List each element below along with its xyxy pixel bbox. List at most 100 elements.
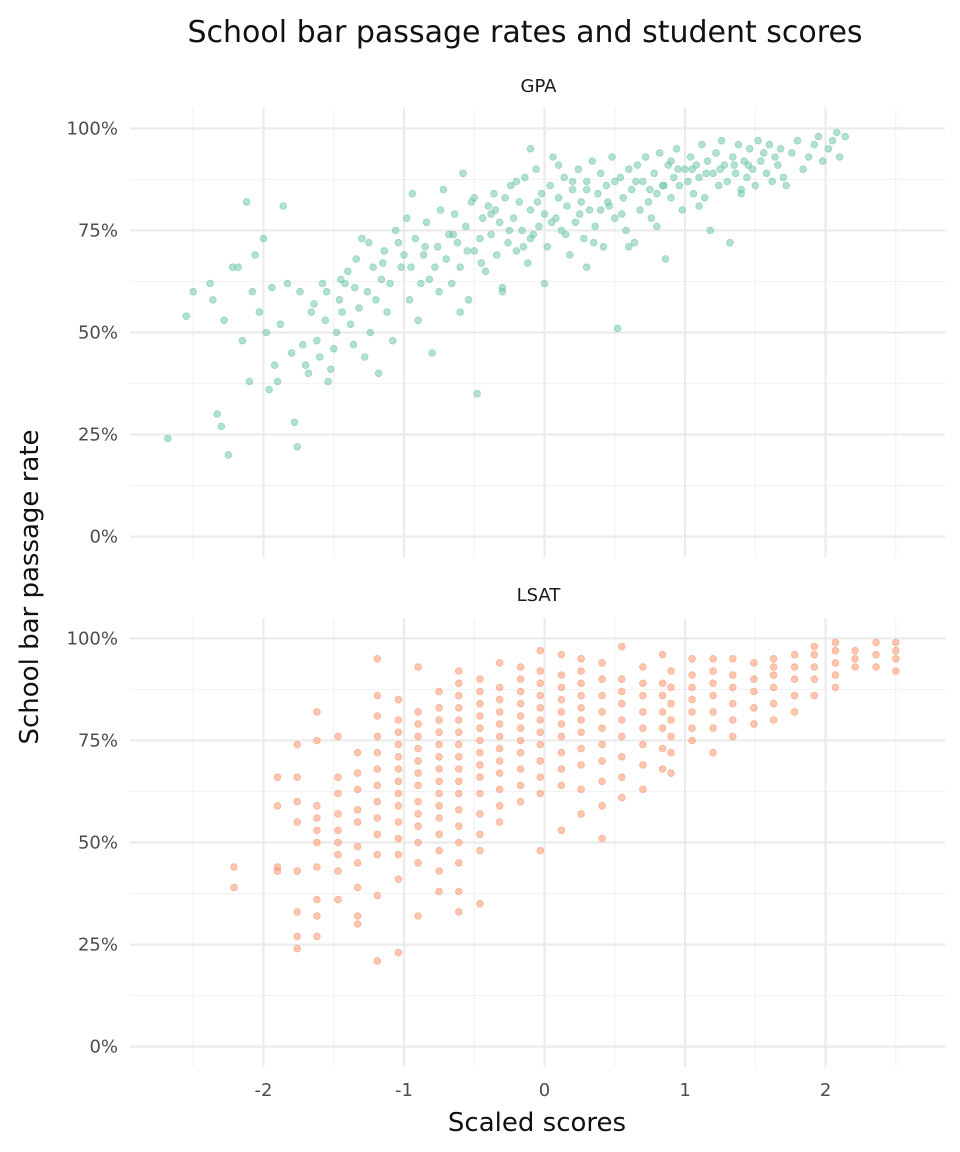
data-point xyxy=(872,663,880,671)
data-point xyxy=(769,699,778,708)
data-point xyxy=(571,218,580,227)
data-point xyxy=(787,149,796,157)
data-point xyxy=(688,724,696,732)
data-point xyxy=(335,295,344,304)
data-point xyxy=(476,846,484,855)
data-point xyxy=(650,169,658,178)
panel-gpa: GPA 0% 25% 50% 75% 100% xyxy=(67,76,945,557)
data-point xyxy=(750,703,758,712)
data-point xyxy=(394,777,403,786)
data-point xyxy=(582,185,591,194)
data-point xyxy=(709,748,717,757)
data-point xyxy=(841,132,849,141)
data-point xyxy=(435,687,443,696)
data-point xyxy=(189,287,198,296)
data-point xyxy=(293,932,302,941)
data-point xyxy=(617,716,626,724)
data-point xyxy=(310,300,318,308)
data-point xyxy=(476,724,484,732)
data-point xyxy=(557,826,566,835)
data-point xyxy=(476,736,484,745)
data-point xyxy=(667,748,675,757)
data-point xyxy=(709,679,717,688)
data-point xyxy=(754,136,762,145)
data-point xyxy=(702,169,710,178)
data-point xyxy=(484,202,493,210)
data-point xyxy=(773,161,782,169)
data-point xyxy=(433,243,442,251)
data-point xyxy=(709,708,717,716)
data-point xyxy=(872,650,880,659)
data-point xyxy=(771,153,779,161)
data-point xyxy=(577,761,585,769)
data-point xyxy=(779,173,788,182)
data-point xyxy=(804,153,813,161)
data-point xyxy=(220,316,228,325)
data-point xyxy=(688,708,696,716)
data-point xyxy=(728,153,737,161)
data-point xyxy=(454,822,463,830)
data-point xyxy=(639,679,647,688)
data-point xyxy=(373,654,382,663)
data-point xyxy=(891,646,900,655)
data-point xyxy=(598,777,606,786)
data-point xyxy=(639,761,647,769)
data-point xyxy=(630,238,639,247)
data-point xyxy=(372,295,380,304)
data-point xyxy=(476,234,484,243)
data-point xyxy=(636,206,644,214)
data-point xyxy=(731,169,740,178)
data-point xyxy=(391,226,400,235)
data-point xyxy=(596,169,605,178)
data-point xyxy=(329,344,338,353)
data-point xyxy=(717,136,726,145)
data-point xyxy=(487,230,495,239)
data-point xyxy=(476,830,484,839)
y-tick-label: 50% xyxy=(78,323,118,344)
data-point xyxy=(346,320,355,329)
data-point xyxy=(334,732,342,741)
data-point xyxy=(743,173,751,182)
data-point xyxy=(293,818,302,826)
data-point xyxy=(394,740,403,749)
data-point xyxy=(790,650,799,659)
data-point xyxy=(262,328,271,337)
data-point xyxy=(463,247,472,255)
data-point xyxy=(454,728,463,737)
data-point xyxy=(313,801,321,810)
data-point xyxy=(835,153,844,161)
data-point xyxy=(610,214,619,223)
data-point xyxy=(759,149,768,157)
data-point xyxy=(313,826,321,835)
data-point xyxy=(769,671,778,679)
data-point xyxy=(293,740,302,749)
data-point xyxy=(765,140,774,149)
data-point xyxy=(810,675,819,683)
data-point xyxy=(470,247,479,255)
data-point xyxy=(810,650,819,659)
data-point xyxy=(536,846,545,855)
data-point xyxy=(596,206,605,214)
data-point xyxy=(447,279,456,288)
data-point xyxy=(355,304,363,312)
data-point xyxy=(728,671,737,679)
data-point xyxy=(769,654,778,663)
data-point xyxy=(313,863,321,871)
data-point xyxy=(667,667,675,675)
data-point xyxy=(414,663,422,671)
data-point xyxy=(421,243,429,251)
data-point xyxy=(577,679,585,688)
data-point xyxy=(374,369,383,378)
data-point xyxy=(449,230,458,239)
data-point xyxy=(588,157,597,165)
data-point xyxy=(557,748,566,757)
data-point xyxy=(353,748,362,757)
data-point xyxy=(414,769,422,777)
data-point xyxy=(454,679,463,688)
data-point xyxy=(224,451,233,459)
data-point xyxy=(667,716,675,724)
data-point xyxy=(667,769,675,777)
data-point xyxy=(516,675,525,683)
data-point xyxy=(616,173,625,182)
data-point xyxy=(373,891,382,900)
